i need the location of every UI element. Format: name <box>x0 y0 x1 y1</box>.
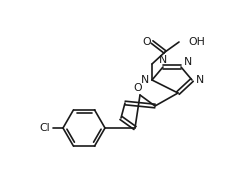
Text: N: N <box>196 75 204 85</box>
Text: O: O <box>134 83 142 93</box>
Text: N: N <box>141 75 149 85</box>
Text: Cl: Cl <box>40 123 50 133</box>
Text: OH: OH <box>188 37 205 47</box>
Text: N: N <box>184 57 192 67</box>
Text: O: O <box>143 37 151 47</box>
Text: N: N <box>159 55 167 65</box>
